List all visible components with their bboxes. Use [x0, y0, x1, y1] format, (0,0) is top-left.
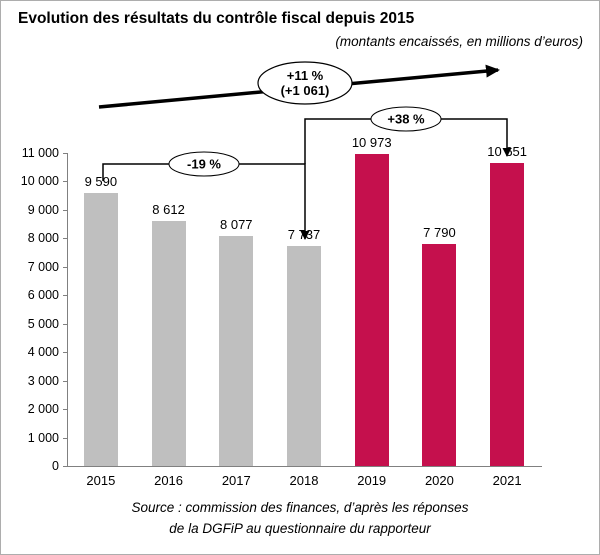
y-tick-label-5: 5 000: [27, 317, 59, 331]
bar-2016: [151, 221, 186, 466]
y-tick-mark-5: [63, 324, 67, 325]
y-tick-mark-7: [63, 267, 67, 268]
y-axis-line: [67, 153, 68, 467]
y-tick-mark-3: [63, 381, 67, 382]
bar-2020: [422, 244, 457, 466]
chart-title: Evolution des résultats du contrôle fisc…: [18, 10, 415, 27]
y-tick-mark-11: [63, 153, 67, 154]
chart-subtitle: (montants encaissés, en millions d’euros…: [335, 34, 583, 49]
source-line-2: de la DGFiP au questionnaire du rapporte…: [169, 521, 431, 536]
x-tick-2015: 2015: [86, 473, 116, 488]
x-tick-2018: 2018: [289, 473, 319, 488]
y-tick-mark-8: [63, 238, 67, 239]
y-tick-mark-0: [63, 466, 67, 467]
y-tick-mark-1: [63, 438, 67, 439]
bar-value-label-2015: 9 590: [84, 174, 118, 189]
y-tick-label-7: 7 000: [27, 260, 59, 274]
y-tick-label-10: 10 000: [20, 174, 59, 188]
x-tick-2016: 2016: [154, 473, 184, 488]
y-tick-label-2: 2 000: [27, 402, 59, 416]
y-tick-mark-6: [63, 295, 67, 296]
bar-2015: [83, 193, 118, 466]
x-tick-2017: 2017: [221, 473, 251, 488]
bar-2017: [219, 236, 254, 466]
y-tick-mark-4: [63, 352, 67, 353]
y-tick-mark-9: [63, 210, 67, 211]
y-tick-label-1: 1 000: [27, 431, 59, 445]
source-line-1: Source : commission des finances, d’aprè…: [131, 500, 469, 515]
bar-value-label-2021: 10 651: [487, 144, 528, 159]
y-tick-label-4: 4 000: [27, 345, 59, 359]
x-tick-2019: 2019: [357, 473, 387, 488]
y-tick-label-0: 0: [52, 459, 59, 473]
y-tick-label-9: 9 000: [27, 203, 59, 217]
bar-value-label-2020: 7 790: [423, 225, 456, 240]
x-tick-2021: 2021: [492, 473, 522, 488]
x-axis-line: [67, 466, 542, 467]
bar-value-label-2017: 8 077: [220, 217, 253, 232]
bar-value-label-2016: 8 612: [152, 202, 185, 217]
bar-value-label-2019: 10 973: [351, 135, 392, 150]
y-tick-mark-2: [63, 409, 67, 410]
y-tick-label-3: 3 000: [27, 374, 59, 388]
bar-2021: [490, 163, 525, 466]
source-note: Source : commission des finances, d’aprè…: [1, 497, 599, 539]
x-tick-2020: 2020: [424, 473, 454, 488]
bar-value-label-2018: 7 737: [287, 227, 321, 242]
bar-2018: [287, 246, 321, 466]
bar-2019: [354, 154, 389, 466]
y-tick-label-8: 8 000: [27, 231, 59, 245]
y-tick-mark-10: [63, 181, 67, 182]
y-tick-label-6: 6 000: [27, 288, 59, 302]
y-tick-label-11: 11 000: [21, 146, 59, 160]
